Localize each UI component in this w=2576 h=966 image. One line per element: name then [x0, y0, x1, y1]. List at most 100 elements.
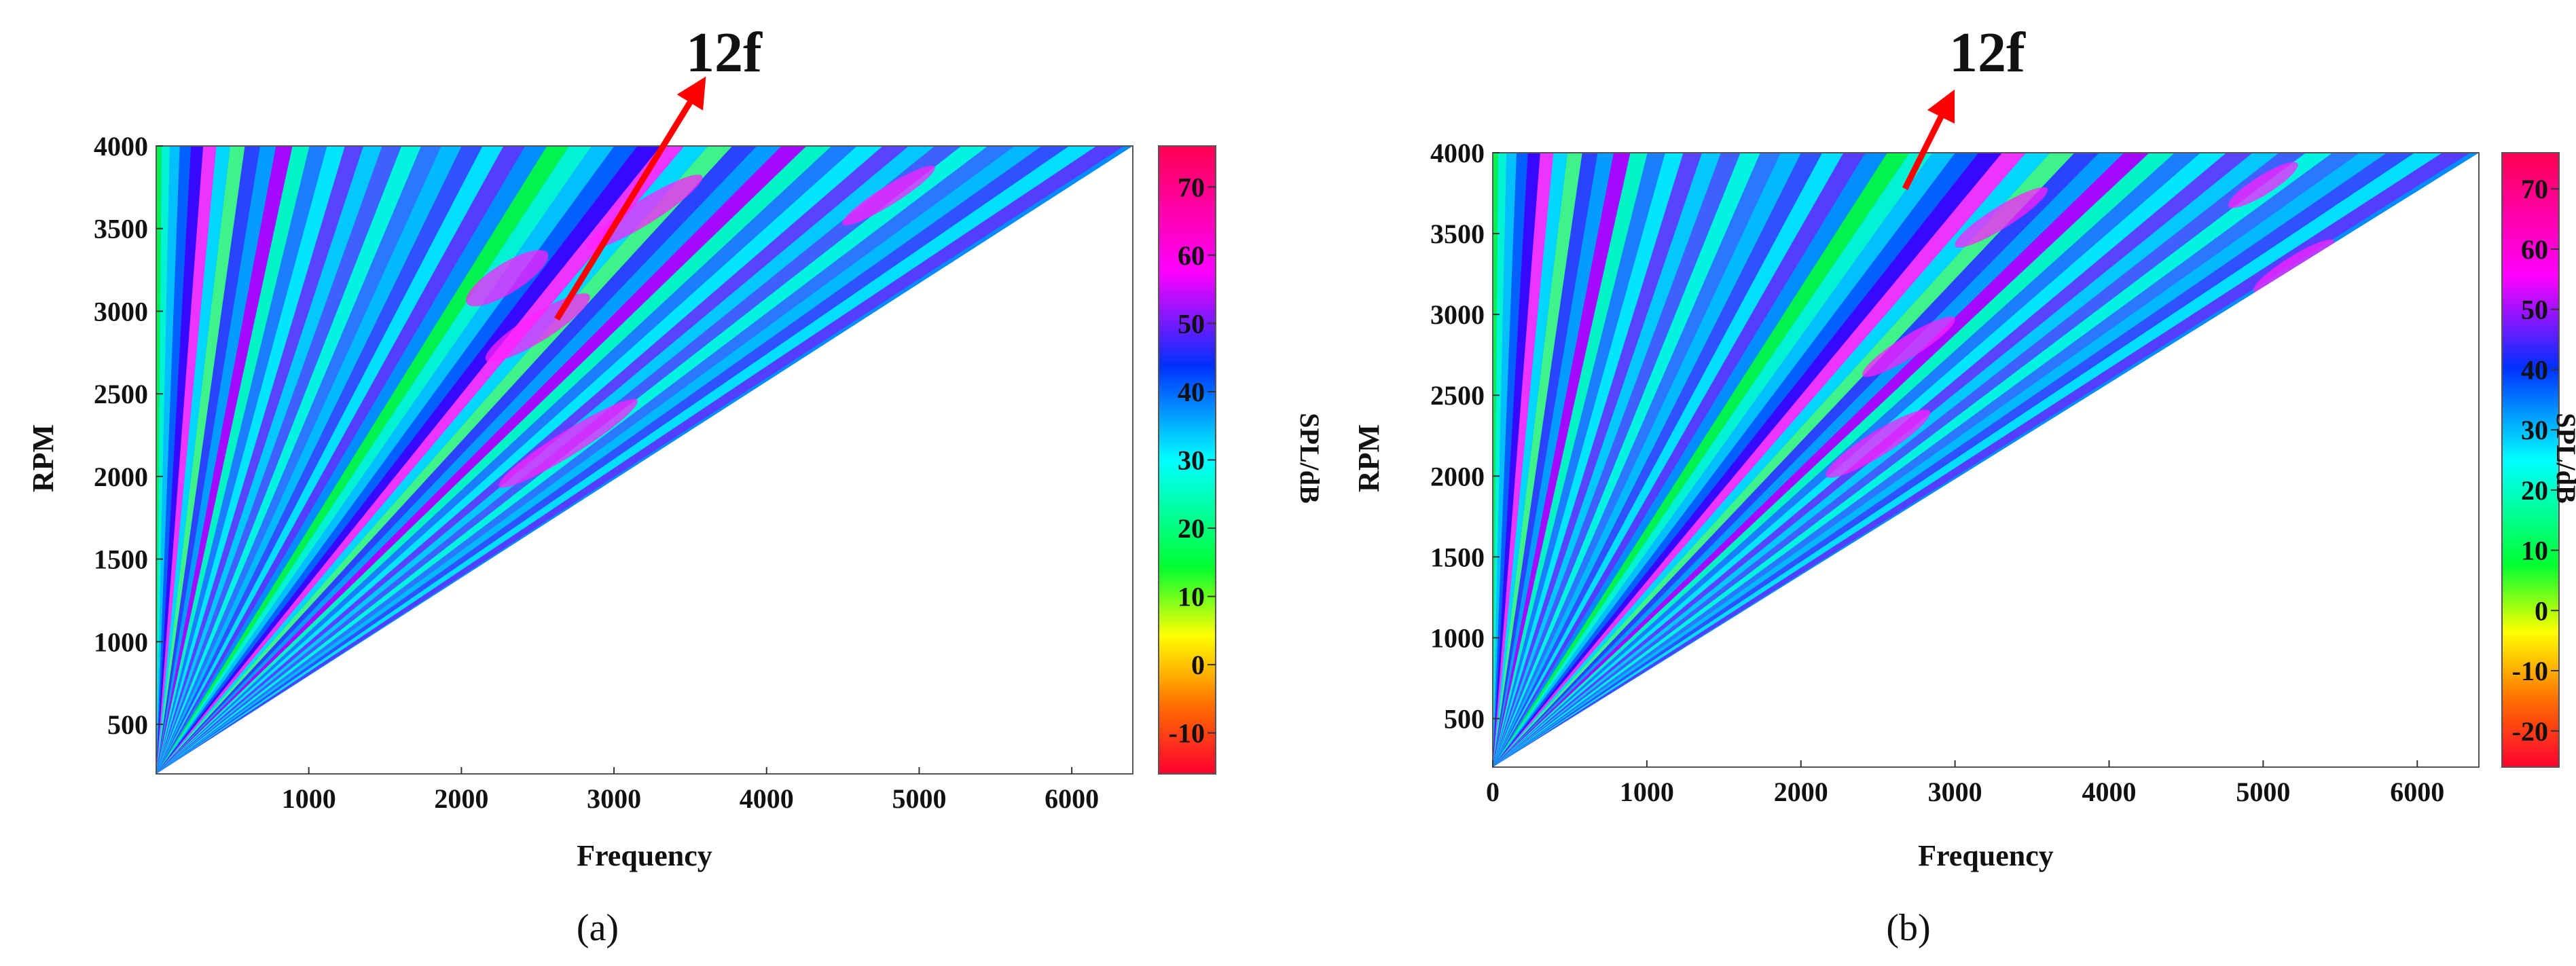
colorbar-gradient: [2501, 152, 2560, 768]
panel-b: 0 1000 2000 3000 4000 5000 6000500100015002000…: [1352, 21, 2576, 949]
harmonic-band: [1493, 153, 2003, 767]
harmonic-band: [1493, 153, 1703, 767]
annotation-label: 12f: [686, 21, 763, 84]
hot-spot: [2228, 162, 2298, 208]
annotation-arrow: [1902, 89, 1955, 191]
hot-spot: [1955, 187, 2048, 248]
x-tick-label: 6000: [2390, 777, 2444, 807]
x-tick-label: 4000: [2082, 777, 2137, 807]
y-tick-label: 500: [1444, 704, 1485, 735]
harmonic-band: [1493, 153, 1631, 767]
harmonic-band: [1493, 153, 1956, 767]
harmonic-band: [1493, 153, 2443, 767]
colorbar-tick-label: 20: [1178, 513, 1205, 544]
harmonic-band: [156, 146, 261, 774]
harmonic-band: [1493, 153, 2050, 767]
x-axis-label: Frequency: [577, 839, 712, 872]
x-tick-label: 4000: [740, 783, 794, 814]
y-axis-label: RPM: [1352, 424, 1385, 492]
harmonic-band: [1493, 153, 1722, 767]
harmonic-band: [1493, 153, 1802, 767]
panel-a: 1000 2000 3000 4000 5000 60005001000150020002…: [26, 21, 1325, 949]
panel-label: (a): [577, 907, 619, 949]
y-tick-label: 4000: [94, 131, 148, 162]
harmonic-band: [1493, 153, 2306, 767]
colorbar-tick-label: -10: [2512, 656, 2548, 686]
x-axis-label: Frequency: [1918, 839, 2054, 872]
colorbar-tick-label: 50: [2521, 295, 2548, 325]
harmonic-band: [1493, 153, 1665, 767]
colorbar-gradient: [1158, 145, 1216, 775]
y-tick-label: 2000: [94, 462, 148, 492]
x-tick-label: 2000: [434, 783, 488, 814]
colorbar-tick-label: 70: [2521, 174, 2548, 204]
colorbar-tick-label: -10: [1169, 718, 1205, 749]
harmonic-band: [156, 146, 162, 774]
y-tick-label: 1000: [94, 627, 148, 657]
harmonic-band: [1493, 153, 2415, 767]
hot-spot: [498, 398, 638, 488]
hot-spot: [1826, 409, 1931, 478]
colorbar-tick-label: -20: [2512, 716, 2548, 747]
harmonic-band: [1493, 153, 1568, 767]
harmonic-band: [1493, 153, 1823, 767]
harmonic-band: [156, 146, 170, 774]
harmonic-band: [156, 146, 276, 774]
colorbar-tick-label: 60: [2521, 234, 2548, 265]
panel-label: (b): [1886, 907, 1930, 949]
hot-spot: [586, 174, 703, 250]
y-tick-label: 3000: [94, 296, 148, 327]
harmonic-band: [1493, 153, 2471, 767]
colorbar-tick-label: 0: [1191, 650, 1205, 680]
harmonic-band: [1493, 153, 1781, 767]
x-tick-label: 2000: [1774, 777, 1828, 807]
colorbar-tick-label: 10: [1178, 582, 1205, 612]
colorbar-tick-label: 30: [1178, 445, 1205, 476]
y-tick-label: 3500: [1430, 219, 1485, 249]
x-tick-label: 3000: [1928, 777, 1982, 807]
annotation-arrow: [554, 76, 706, 321]
axes: 0 1000 2000 3000 4000 5000 6000 500 1000 1500 2000…: [1430, 138, 2480, 807]
harmonic-band: [1493, 153, 1554, 767]
x-tick-label: 3000: [587, 783, 641, 814]
y-tick-label: 500: [107, 709, 148, 740]
colorbar-tick-label: 60: [1178, 240, 1205, 271]
x-tick-label: 1000: [282, 783, 336, 814]
harmonic-band: [1493, 153, 2387, 767]
harmonic-band: [1493, 153, 1498, 767]
x-tick-label: 5000: [2236, 777, 2290, 807]
annotation-label: 12f: [1949, 21, 2026, 84]
harmonic-band: [1493, 153, 2360, 767]
hot-spot: [2253, 239, 2335, 293]
harmonic-band: [156, 146, 569, 774]
colorbar: -20 -10 0 10 20 30 40 50 60 70: [2501, 152, 2560, 768]
harmonic-band: [1493, 153, 1910, 767]
colorbar-tick-label: 10: [2521, 536, 2548, 566]
x-tick-label: 5000: [892, 783, 946, 814]
hot-spot: [1862, 316, 1955, 377]
axes: 1000 2000 3000 4000 5000 6000 500 1000 1500 2000 2…: [94, 131, 1133, 814]
y-tick-label: 3500: [94, 214, 148, 244]
colorbar-tick-label: 70: [1178, 172, 1205, 202]
heatmap-plot: [156, 146, 1133, 774]
x-tick-label: 6000: [1045, 783, 1099, 814]
hot-spot: [842, 166, 935, 226]
y-tick-label: 1500: [1430, 542, 1485, 572]
colorbar-tick-label: 20: [2521, 475, 2548, 506]
y-axis-label: RPM: [26, 424, 60, 492]
harmonic-band: [1493, 153, 1598, 767]
y-tick-label: 3000: [1430, 299, 1485, 330]
harmonic-band: [1493, 153, 2075, 767]
harmonic-band: [1493, 153, 1888, 767]
harmonic-band: [1493, 153, 1844, 767]
y-tick-label: 2500: [1430, 380, 1485, 411]
plot-frame: [1492, 152, 2480, 768]
colorbar-tick-label: 30: [2521, 415, 2548, 445]
plot-frame: [156, 145, 1133, 775]
y-tick-label: 2500: [94, 379, 148, 409]
x-tick-label: 1000: [1620, 777, 1674, 807]
y-tick-label: 2000: [1430, 461, 1485, 491]
harmonic-band: [156, 146, 204, 774]
harmonic-band: [1493, 153, 1866, 767]
